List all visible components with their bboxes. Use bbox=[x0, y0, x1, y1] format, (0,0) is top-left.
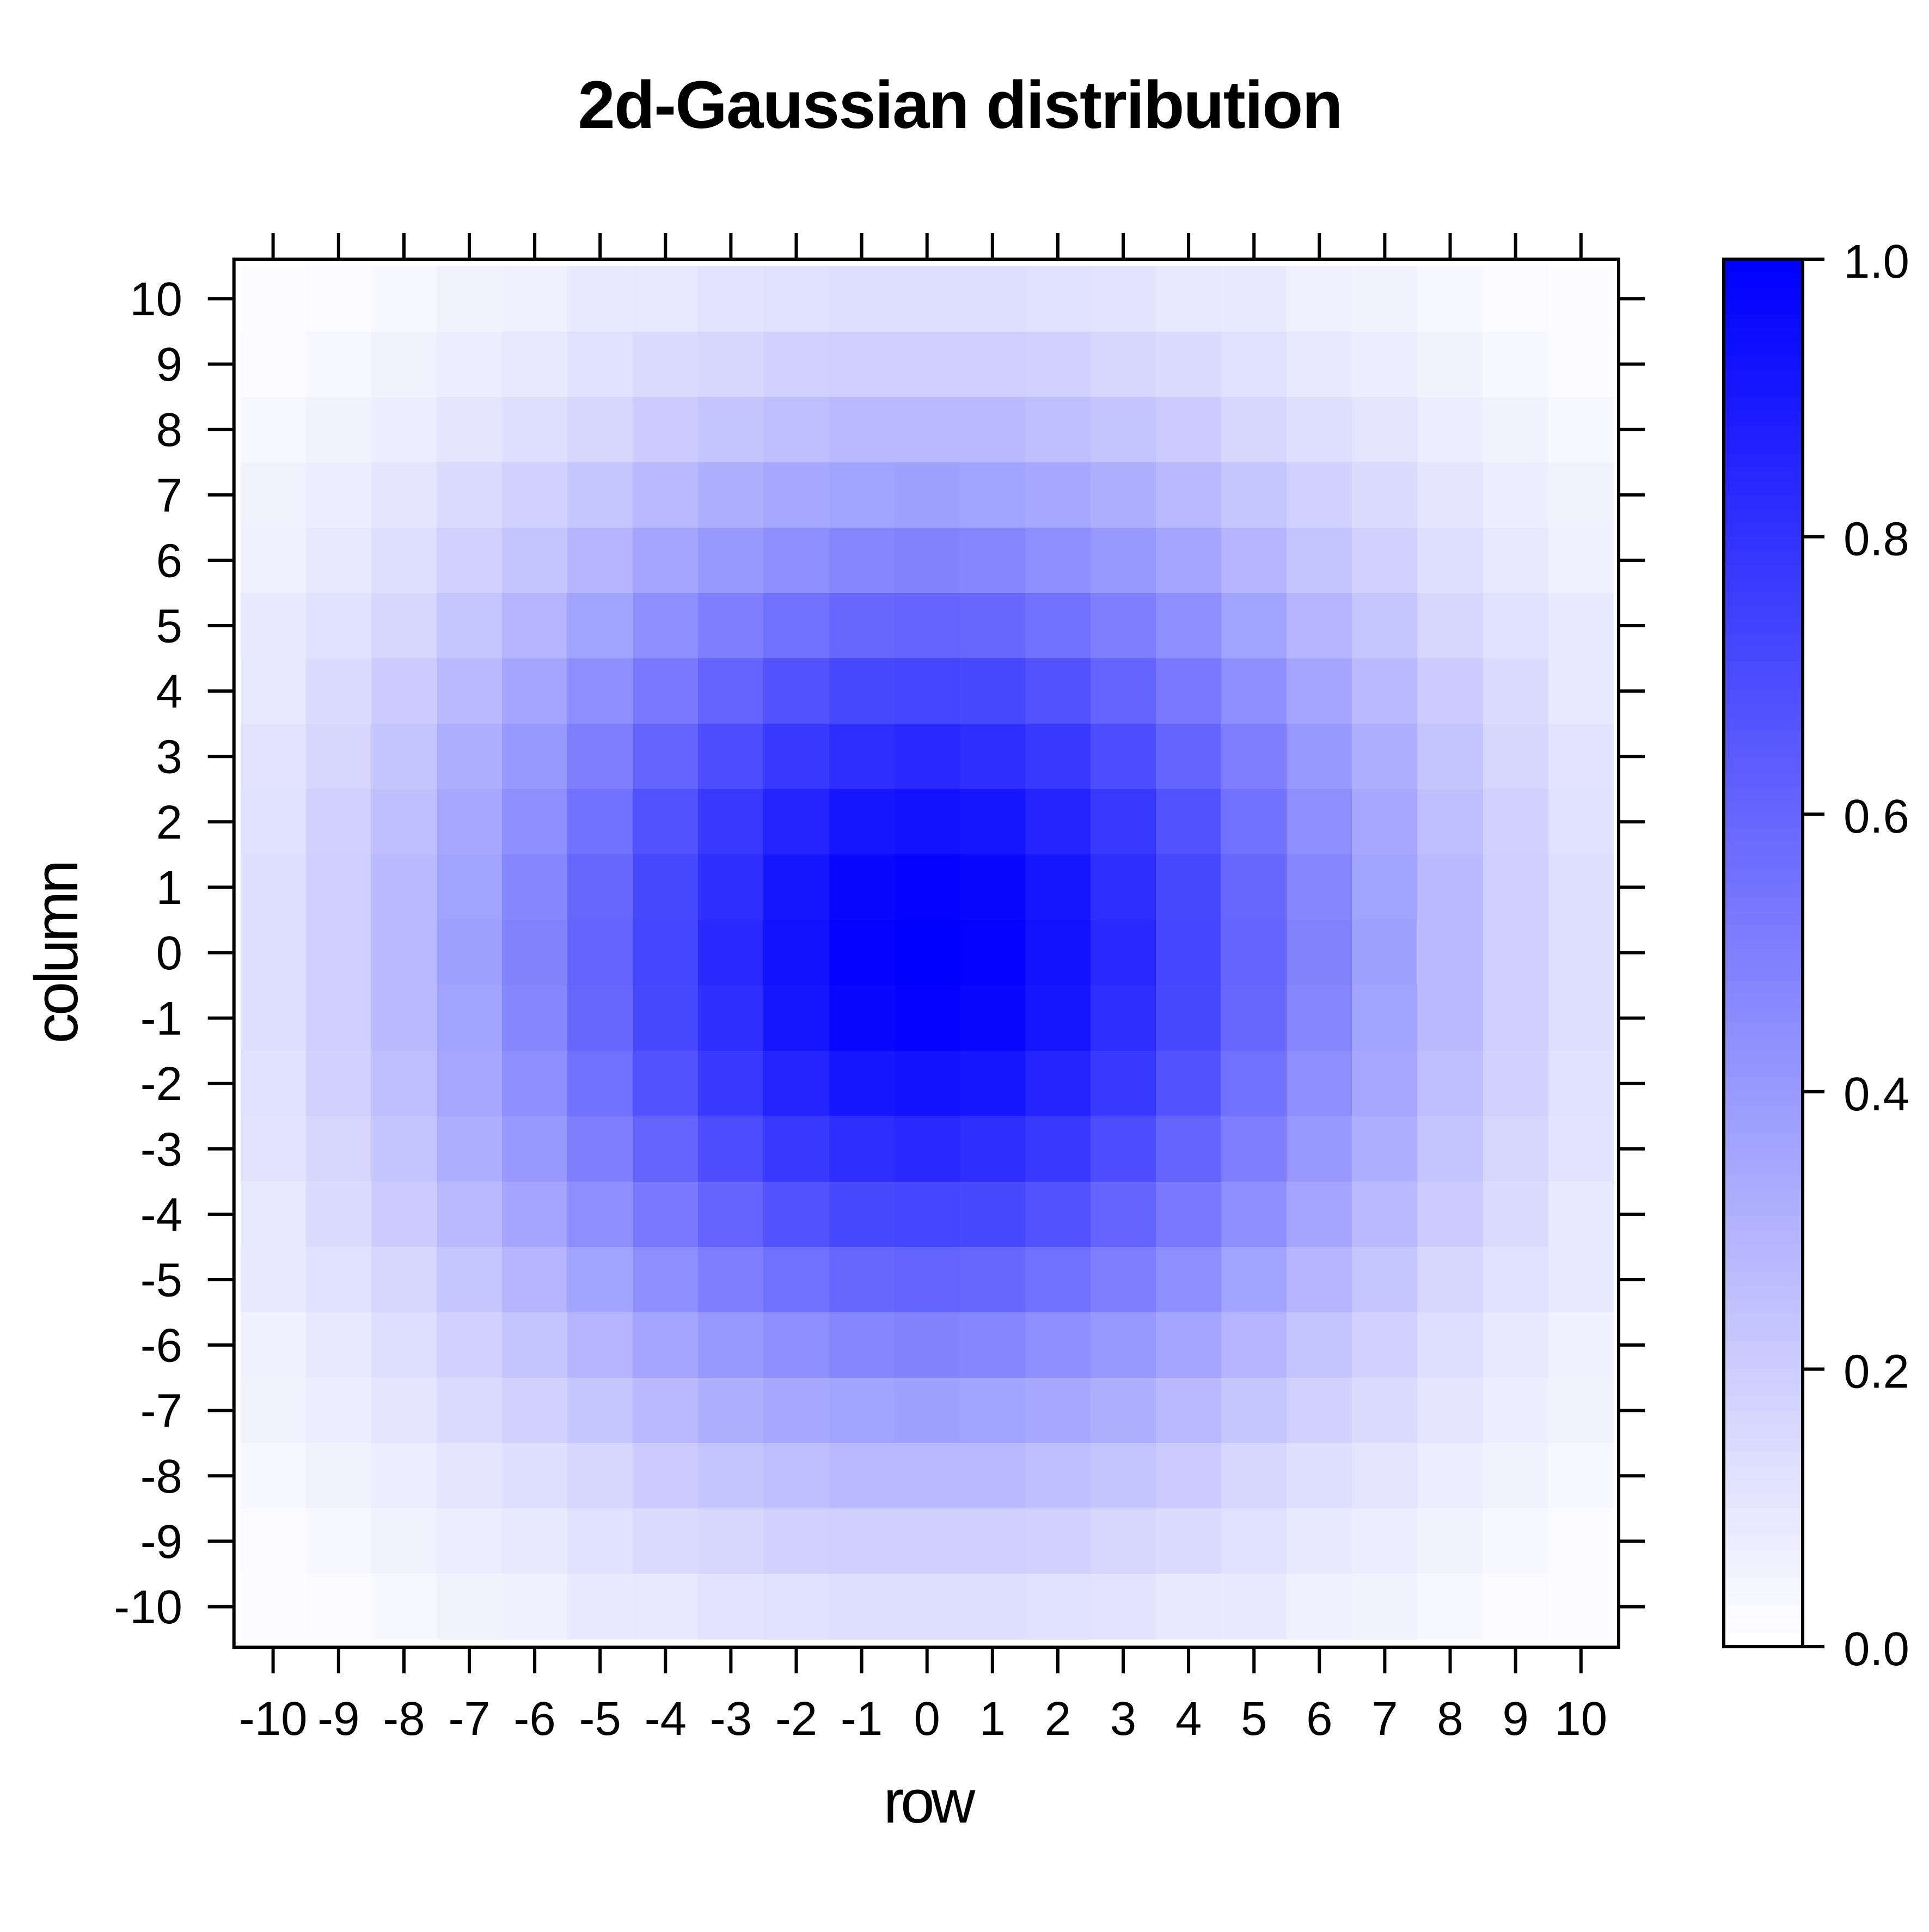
svg-text:-4: -4 bbox=[140, 1188, 182, 1241]
svg-text:2: 2 bbox=[1045, 1692, 1071, 1745]
svg-text:-7: -7 bbox=[140, 1385, 182, 1438]
svg-text:-9: -9 bbox=[140, 1515, 182, 1568]
svg-text:-2: -2 bbox=[140, 1057, 182, 1110]
svg-text:-6: -6 bbox=[140, 1319, 182, 1372]
svg-text:column: column bbox=[22, 863, 90, 1044]
svg-text:10: 10 bbox=[1554, 1692, 1607, 1745]
svg-text:1: 1 bbox=[979, 1692, 1006, 1745]
svg-text:-3: -3 bbox=[140, 1123, 182, 1176]
svg-text:-6: -6 bbox=[513, 1692, 555, 1745]
svg-text:0: 0 bbox=[156, 927, 182, 980]
svg-text:row: row bbox=[884, 1768, 976, 1836]
svg-text:-5: -5 bbox=[579, 1692, 621, 1745]
svg-text:-2: -2 bbox=[775, 1692, 817, 1745]
svg-text:9: 9 bbox=[156, 338, 182, 391]
svg-text:7: 7 bbox=[1371, 1692, 1398, 1745]
svg-text:3: 3 bbox=[1110, 1692, 1136, 1745]
svg-text:0: 0 bbox=[914, 1692, 940, 1745]
svg-text:9: 9 bbox=[1502, 1692, 1528, 1745]
svg-text:6: 6 bbox=[156, 534, 182, 587]
svg-text:-5: -5 bbox=[140, 1254, 182, 1307]
svg-text:4: 4 bbox=[1175, 1692, 1202, 1745]
svg-text:4: 4 bbox=[156, 665, 182, 718]
svg-text:0.0: 0.0 bbox=[1844, 1623, 1909, 1676]
svg-text:3: 3 bbox=[156, 731, 182, 784]
svg-text:10: 10 bbox=[130, 273, 182, 326]
svg-text:-3: -3 bbox=[710, 1692, 752, 1745]
svg-text:-10: -10 bbox=[239, 1692, 308, 1745]
svg-text:0.6: 0.6 bbox=[1844, 790, 1909, 843]
svg-text:1.0: 1.0 bbox=[1844, 235, 1909, 288]
svg-text:-7: -7 bbox=[448, 1692, 490, 1745]
svg-text:-9: -9 bbox=[317, 1692, 359, 1745]
svg-text:-8: -8 bbox=[140, 1450, 182, 1503]
svg-text:5: 5 bbox=[156, 600, 182, 653]
svg-text:-8: -8 bbox=[383, 1692, 425, 1745]
svg-text:5: 5 bbox=[1241, 1692, 1267, 1745]
svg-text:-1: -1 bbox=[140, 992, 182, 1045]
svg-text:-10: -10 bbox=[114, 1581, 182, 1634]
svg-text:7: 7 bbox=[156, 469, 182, 522]
svg-text:6: 6 bbox=[1306, 1692, 1332, 1745]
svg-text:0.8: 0.8 bbox=[1844, 513, 1909, 566]
svg-text:8: 8 bbox=[156, 403, 182, 456]
svg-text:-4: -4 bbox=[645, 1692, 687, 1745]
svg-text:2d-Gaussian distribution: 2d-Gaussian distribution bbox=[578, 68, 1342, 143]
svg-text:2: 2 bbox=[156, 796, 182, 849]
svg-text:1: 1 bbox=[156, 861, 182, 914]
svg-text:0.4: 0.4 bbox=[1844, 1068, 1909, 1121]
svg-text:-1: -1 bbox=[841, 1692, 883, 1745]
svg-text:8: 8 bbox=[1437, 1692, 1463, 1745]
svg-text:0.2: 0.2 bbox=[1844, 1345, 1909, 1398]
